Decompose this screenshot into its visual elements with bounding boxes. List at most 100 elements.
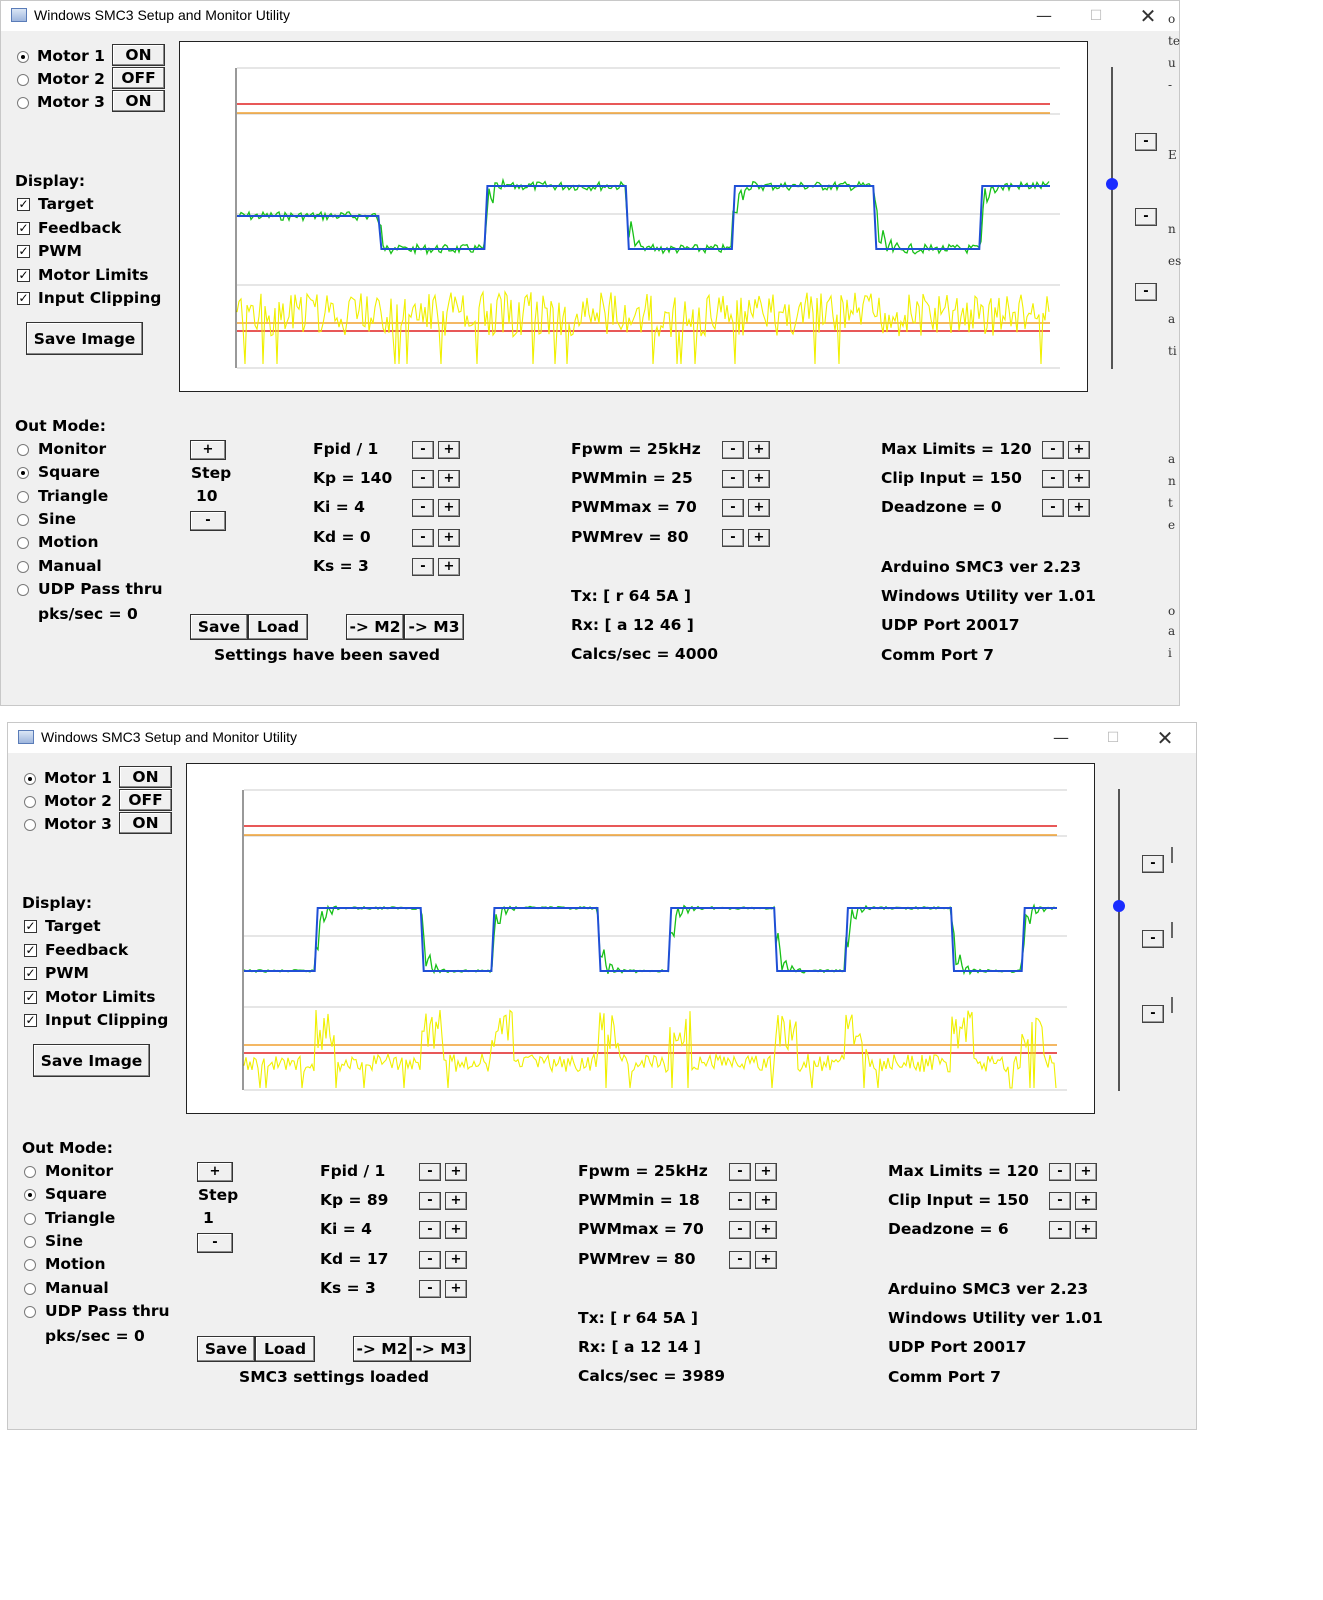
- pwm-param-2-minus-button[interactable]: -: [722, 499, 744, 518]
- side-minus-button-3[interactable]: -: [1135, 283, 1157, 301]
- motor-1-toggle-button[interactable]: ON: [119, 766, 172, 788]
- load-settings-button[interactable]: Load: [248, 614, 308, 640]
- step-plus-button[interactable]: +: [190, 440, 226, 460]
- display-pwm-checkbox[interactable]: ✓: [17, 244, 30, 258]
- display-target-checkbox[interactable]: ✓: [17, 197, 30, 211]
- display-motor-limits-checkbox[interactable]: ✓: [17, 267, 30, 282]
- limit-param-2-minus-button[interactable]: -: [1042, 499, 1064, 518]
- save-settings-button[interactable]: Save: [190, 614, 248, 640]
- pwm-param-1-plus-button[interactable]: +: [748, 470, 770, 489]
- limit-param-2-plus-button[interactable]: +: [1075, 1221, 1097, 1240]
- motor-position-slider-track[interactable]: [1111, 67, 1113, 369]
- pid-param-1-plus-button[interactable]: +: [438, 470, 460, 489]
- pwm-param-0-minus-button[interactable]: -: [729, 1163, 751, 1181]
- pid-param-2-plus-button[interactable]: +: [445, 1221, 467, 1240]
- display-feedback-checkbox[interactable]: ✓: [24, 942, 37, 957]
- pwm-param-1-minus-button[interactable]: -: [729, 1192, 751, 1211]
- pid-param-4-plus-button[interactable]: +: [438, 557, 460, 576]
- pwm-param-2-plus-button[interactable]: +: [748, 499, 770, 518]
- motor-position-slider-track[interactable]: [1118, 789, 1120, 1091]
- side-minus-button-2[interactable]: -: [1135, 208, 1157, 226]
- pwm-param-3-plus-button[interactable]: +: [755, 1250, 777, 1269]
- save-settings-button[interactable]: Save: [197, 1336, 255, 1362]
- pid-param-2-minus-button[interactable]: -: [412, 499, 434, 518]
- motor-position-slider-thumb[interactable]: [1106, 178, 1118, 190]
- display-target-checkbox[interactable]: ✓: [24, 919, 37, 933]
- save-image-button[interactable]: Save Image: [26, 322, 143, 355]
- out-mode-square-radio[interactable]: [17, 467, 29, 480]
- limit-param-2-minus-button[interactable]: -: [1049, 1221, 1071, 1240]
- minimize-icon[interactable]: —: [1036, 6, 1052, 25]
- save-image-button[interactable]: Save Image: [33, 1044, 150, 1077]
- out-mode-manual-radio[interactable]: [24, 1282, 36, 1295]
- pid-param-3-plus-button[interactable]: +: [445, 1250, 467, 1269]
- pid-param-1-minus-button[interactable]: -: [412, 470, 434, 489]
- limit-param-1-minus-button[interactable]: -: [1049, 1192, 1071, 1211]
- pwm-param-2-minus-button[interactable]: -: [729, 1221, 751, 1240]
- pwm-param-0-plus-button[interactable]: +: [755, 1163, 777, 1181]
- motor-3-radio[interactable]: [17, 97, 29, 109]
- step-minus-button[interactable]: -: [190, 511, 226, 531]
- motor-position-slider-thumb[interactable]: [1113, 900, 1125, 912]
- pid-param-2-minus-button[interactable]: -: [419, 1221, 441, 1240]
- minimize-icon[interactable]: —: [1053, 728, 1069, 747]
- limit-param-1-plus-button[interactable]: +: [1068, 470, 1090, 489]
- motor-2-radio[interactable]: [17, 74, 29, 86]
- pid-param-0-plus-button[interactable]: +: [438, 441, 460, 459]
- out-mode-triangle-radio[interactable]: [24, 1212, 36, 1225]
- pid-param-0-minus-button[interactable]: -: [419, 1163, 441, 1181]
- side-minus-button-2[interactable]: -: [1142, 930, 1164, 948]
- motor-3-toggle-button[interactable]: ON: [119, 812, 172, 834]
- motor-1-toggle-button[interactable]: ON: [112, 44, 165, 66]
- pid-param-1-minus-button[interactable]: -: [419, 1192, 441, 1211]
- pid-param-3-minus-button[interactable]: -: [419, 1250, 441, 1269]
- display-feedback-checkbox[interactable]: ✓: [17, 220, 30, 235]
- copy-to-m2-button[interactable]: -> M2: [346, 614, 404, 640]
- pwm-param-0-plus-button[interactable]: +: [748, 441, 770, 459]
- pwm-param-3-minus-button[interactable]: -: [729, 1250, 751, 1269]
- out-mode-triangle-radio[interactable]: [17, 490, 29, 503]
- motor-1-radio[interactable]: [24, 773, 36, 785]
- side-minus-button-1[interactable]: -: [1142, 855, 1164, 873]
- out-mode-udp-pass-thru-radio[interactable]: [24, 1305, 36, 1318]
- display-input-clipping-checkbox[interactable]: ✓: [17, 291, 30, 305]
- display-input-clipping-checkbox[interactable]: ✓: [24, 1013, 37, 1027]
- step-plus-button[interactable]: +: [197, 1162, 233, 1182]
- limit-param-0-plus-button[interactable]: +: [1068, 441, 1090, 459]
- copy-to-m3-button[interactable]: -> M3: [404, 614, 464, 640]
- side-minus-button-3[interactable]: -: [1142, 1005, 1164, 1023]
- pid-param-1-plus-button[interactable]: +: [445, 1192, 467, 1211]
- close-icon[interactable]: ✕: [1156, 726, 1174, 750]
- limit-param-0-minus-button[interactable]: -: [1049, 1163, 1071, 1181]
- pid-param-4-plus-button[interactable]: +: [445, 1279, 467, 1298]
- motor-3-toggle-button[interactable]: ON: [112, 90, 165, 112]
- pwm-param-0-minus-button[interactable]: -: [722, 441, 744, 459]
- maximize-icon[interactable]: ☐: [1089, 8, 1103, 24]
- pwm-param-1-plus-button[interactable]: +: [755, 1192, 777, 1211]
- limit-param-1-minus-button[interactable]: -: [1042, 470, 1064, 489]
- pwm-param-3-plus-button[interactable]: +: [748, 528, 770, 547]
- out-mode-manual-radio[interactable]: [17, 560, 29, 573]
- limit-param-2-plus-button[interactable]: +: [1068, 499, 1090, 518]
- side-minus-button-1[interactable]: -: [1135, 133, 1157, 151]
- motor-2-radio[interactable]: [24, 796, 36, 808]
- pid-param-4-minus-button[interactable]: -: [412, 557, 434, 576]
- pid-param-2-plus-button[interactable]: +: [438, 499, 460, 518]
- pwm-param-2-plus-button[interactable]: +: [755, 1221, 777, 1240]
- out-mode-monitor-radio[interactable]: [24, 1166, 36, 1178]
- out-mode-sine-radio[interactable]: [17, 513, 29, 526]
- limit-param-1-plus-button[interactable]: +: [1075, 1192, 1097, 1211]
- pid-param-0-minus-button[interactable]: -: [412, 441, 434, 459]
- out-mode-sine-radio[interactable]: [24, 1235, 36, 1248]
- motor-2-toggle-button[interactable]: OFF: [119, 789, 172, 811]
- display-motor-limits-checkbox[interactable]: ✓: [24, 989, 37, 1004]
- out-mode-motion-radio[interactable]: [24, 1259, 36, 1272]
- motor-3-radio[interactable]: [24, 819, 36, 831]
- motor-2-toggle-button[interactable]: OFF: [112, 67, 165, 89]
- maximize-icon[interactable]: ☐: [1106, 730, 1120, 746]
- limit-param-0-minus-button[interactable]: -: [1042, 441, 1064, 459]
- pwm-param-1-minus-button[interactable]: -: [722, 470, 744, 489]
- display-pwm-checkbox[interactable]: ✓: [24, 966, 37, 980]
- limit-param-0-plus-button[interactable]: +: [1075, 1163, 1097, 1181]
- close-icon[interactable]: ✕: [1139, 4, 1157, 28]
